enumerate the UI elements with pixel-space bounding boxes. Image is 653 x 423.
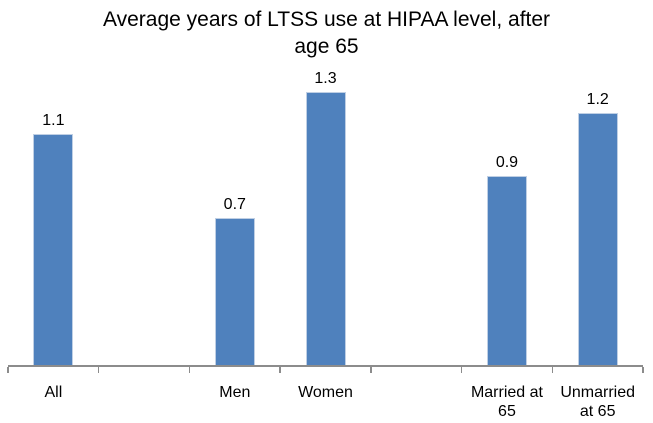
- category-cell-spacer: [99, 61, 190, 366]
- x-axis-label: Unmarried at 65: [560, 384, 636, 420]
- data-label: 1.2: [586, 91, 609, 108]
- x-axis-label: All: [44, 384, 63, 401]
- x-axis-tick: [460, 367, 463, 373]
- bar-all: [33, 134, 74, 366]
- category-cell-all: 1.1: [8, 61, 99, 366]
- data-label: 0.7: [223, 196, 246, 213]
- bar-men: [214, 218, 255, 366]
- bar-married-at-65: [486, 176, 527, 366]
- data-label: 1.3: [314, 70, 337, 87]
- category-cell-unmarried-at-65: 1.2: [552, 61, 643, 366]
- bar-women: [305, 92, 346, 366]
- category-cell-men: 0.7: [189, 61, 280, 366]
- x-axis-label: Women: [298, 384, 353, 401]
- x-axis-tick: [7, 367, 9, 373]
- category-cell-women: 1.3: [280, 61, 371, 366]
- x-axis-tick: [642, 367, 644, 373]
- x-axis-tick: [188, 367, 191, 373]
- x-axis-label: [99, 381, 190, 421]
- x-axis-labels: All Men Women Married at 65 Unmarried at 65: [8, 381, 643, 421]
- chart-title: Average years of LTSS use at HIPAA level…: [102, 8, 551, 58]
- data-label: 0.9: [495, 154, 519, 171]
- data-label: 1.1: [42, 112, 65, 129]
- x-axis-tick: [370, 367, 372, 373]
- plot-area: 1.1 0.7 1.3 0.9 1.2: [8, 61, 643, 366]
- x-axis-line: [8, 365, 643, 367]
- x-axis-tick: [97, 367, 100, 373]
- x-axis-label: [371, 381, 462, 421]
- category-cell-spacer: [371, 61, 462, 366]
- x-axis-label: Married at 65: [470, 384, 543, 420]
- x-axis-tick: [279, 367, 281, 373]
- x-axis-tick: [551, 367, 554, 373]
- bar-unmarried-at-65: [577, 113, 618, 366]
- x-axis-label: Men: [219, 384, 251, 401]
- category-cell-married-at-65: 0.9: [462, 61, 553, 366]
